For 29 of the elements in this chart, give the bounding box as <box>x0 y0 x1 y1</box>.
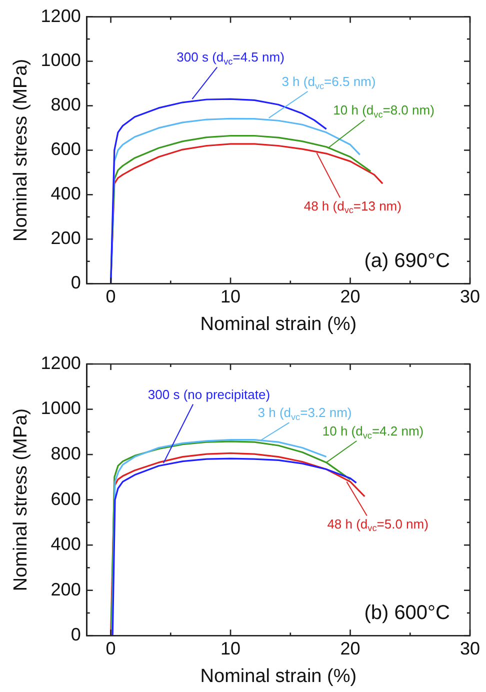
x-tick-label: 20 <box>340 286 360 306</box>
x-axis-title: Nominal strain (%) <box>200 314 357 335</box>
x-tick-label: 10 <box>220 638 241 658</box>
y-tick-label: 600 <box>50 139 81 160</box>
x-tick-label: 0 <box>106 638 116 658</box>
y-tick-label: 0 <box>70 272 81 293</box>
y-axis-title: Nominal stress (MPa) <box>10 408 32 592</box>
y-tick-label: 1200 <box>40 352 81 373</box>
y-tick-label: 1200 <box>40 6 81 26</box>
y-tick-label: 400 <box>50 184 81 204</box>
y-tick-label: 800 <box>50 444 81 464</box>
y-tick-label: 800 <box>50 94 81 115</box>
y-tick-label: 400 <box>50 534 81 554</box>
y-tick-label: 600 <box>50 488 81 509</box>
annotation: (a) 690°C <box>364 250 450 272</box>
x-axis-title: Nominal strain (%) <box>200 666 357 687</box>
y-axis-title: Nominal stress (MPa) <box>10 58 32 242</box>
y-tick-label: 1000 <box>40 50 81 70</box>
y-tick-label: 200 <box>50 228 81 248</box>
text: 300 s (no precipitate) <box>148 386 270 402</box>
x-tick-label: 0 <box>106 286 116 306</box>
x-tick-label: 30 <box>460 638 480 658</box>
x-tick-label: 20 <box>340 638 360 658</box>
y-tick-label: 1000 <box>40 398 81 418</box>
annotation: (b) 600°C <box>364 602 450 624</box>
y-tick-label: 200 <box>50 579 81 600</box>
x-tick-label: 30 <box>460 286 480 306</box>
x-tick-label: 10 <box>220 286 241 306</box>
y-tick-label: 0 <box>70 624 81 645</box>
